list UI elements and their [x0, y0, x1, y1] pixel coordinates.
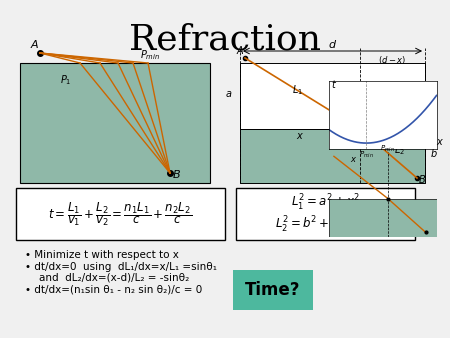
Text: Time?: Time?	[245, 281, 301, 299]
Text: $x$: $x$	[350, 155, 357, 164]
Text: $\theta_1$: $\theta_1$	[346, 128, 356, 141]
Text: • dt/dx=0  using  dL₁/dx=x/L₁ =sinθ₁: • dt/dx=0 using dL₁/dx=x/L₁ =sinθ₁	[25, 262, 217, 272]
Text: $t = \dfrac{L_1}{v_1} + \dfrac{L_2}{v_2} = \dfrac{n_1 L_1}{c} + \dfrac{n_2 L_2}{: $t = \dfrac{L_1}{v_1} + \dfrac{L_2}{v_2}…	[49, 200, 193, 228]
Text: A: A	[236, 46, 243, 56]
Text: A: A	[31, 40, 38, 50]
Text: $(d-x)$: $(d-x)$	[378, 54, 407, 66]
Text: $P_{min}$: $P_{min}$	[140, 48, 160, 62]
Text: • dt/dx=(n₁sin θ₁ - n₂ sin θ₂)/c = 0: • dt/dx=(n₁sin θ₁ - n₂ sin θ₂)/c = 0	[25, 285, 202, 295]
Text: and  dL₂/dx=(x-d)/L₂ = -sinθ₂: and dL₂/dx=(x-d)/L₂ = -sinθ₂	[39, 273, 189, 283]
Bar	[20, 63, 210, 183]
Bar	[240, 63, 425, 129]
Bar	[328, 198, 436, 237]
Text: $L_1^2 = a^2 + x^2$: $L_1^2 = a^2 + x^2$	[291, 193, 360, 214]
Text: $L_2^2 = b^2 + (d-x)^2$: $L_2^2 = b^2 + (d-x)^2$	[275, 215, 376, 235]
FancyBboxPatch shape	[236, 188, 415, 240]
Text: $x$: $x$	[296, 131, 304, 141]
Bar	[240, 129, 425, 183]
Text: $P_{min}$: $P_{min}$	[380, 143, 396, 153]
Text: $P_{min}$: $P_{min}$	[359, 150, 374, 160]
Text: $x$: $x$	[436, 137, 445, 147]
Text: B: B	[173, 170, 180, 180]
Text: $P_1$: $P_1$	[60, 73, 72, 87]
Text: $\theta_2$: $\theta_2$	[365, 132, 375, 145]
Text: B: B	[419, 175, 426, 185]
Text: $a$: $a$	[225, 89, 232, 99]
Bar	[233, 270, 313, 310]
Text: Refraction: Refraction	[129, 23, 321, 57]
Text: $d$: $d$	[328, 38, 337, 50]
Text: $P_{min}$: $P_{min}$	[362, 118, 380, 130]
Text: $b$: $b$	[430, 147, 438, 159]
Text: $L_2$: $L_2$	[393, 144, 405, 157]
Text: • Minimize t with respect to x: • Minimize t with respect to x	[25, 250, 179, 260]
FancyBboxPatch shape	[16, 188, 225, 240]
Text: $t$: $t$	[331, 78, 337, 90]
Text: $L_1$: $L_1$	[292, 83, 304, 97]
